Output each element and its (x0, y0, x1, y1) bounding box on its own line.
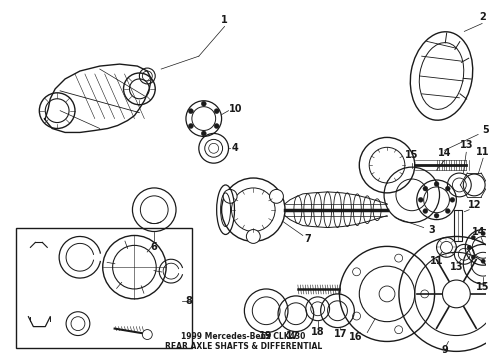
Text: 1: 1 (221, 14, 228, 24)
Circle shape (445, 208, 450, 213)
Text: 4: 4 (232, 143, 239, 153)
Circle shape (395, 254, 403, 262)
Circle shape (189, 109, 194, 114)
Text: 17: 17 (286, 330, 300, 341)
Circle shape (395, 326, 403, 334)
Circle shape (214, 123, 219, 129)
Text: 16: 16 (348, 332, 362, 342)
Text: 7: 7 (304, 234, 311, 244)
Bar (454, 210, 463, 242)
Text: 1999 Mercedes-Benz CLK430
REAR AXLE SHAFTS & DIFFERENTIAL: 1999 Mercedes-Benz CLK430 REAR AXLE SHAF… (165, 332, 322, 351)
Text: 13: 13 (450, 262, 463, 272)
Text: 17: 17 (334, 329, 347, 338)
Circle shape (471, 235, 475, 240)
Circle shape (189, 123, 194, 129)
Text: 3: 3 (428, 225, 435, 234)
Text: 15: 15 (476, 282, 490, 292)
Text: 18: 18 (311, 327, 324, 337)
Circle shape (481, 231, 485, 236)
Circle shape (445, 186, 450, 191)
Circle shape (418, 197, 423, 202)
Circle shape (450, 197, 455, 202)
Circle shape (423, 208, 428, 213)
Circle shape (434, 213, 439, 218)
Text: 6: 6 (151, 242, 158, 252)
Circle shape (143, 330, 152, 339)
Circle shape (214, 109, 219, 114)
Circle shape (353, 312, 361, 320)
Bar (16, 228, 192, 348)
Text: 9: 9 (441, 345, 448, 355)
Circle shape (201, 131, 206, 136)
Text: 12: 12 (467, 200, 481, 210)
Circle shape (421, 290, 429, 298)
Circle shape (353, 268, 361, 276)
Text: 14: 14 (472, 226, 486, 237)
Text: 10: 10 (229, 104, 242, 114)
Circle shape (246, 230, 260, 243)
Circle shape (201, 101, 206, 106)
Text: 15: 15 (405, 150, 418, 160)
Circle shape (481, 259, 485, 264)
Text: 11: 11 (430, 256, 443, 266)
Circle shape (423, 186, 428, 191)
Circle shape (434, 181, 439, 186)
Circle shape (471, 255, 475, 259)
Text: 11: 11 (476, 147, 490, 157)
Circle shape (467, 245, 471, 249)
Text: 14: 14 (438, 148, 451, 158)
Text: 5: 5 (483, 126, 490, 135)
Circle shape (223, 189, 237, 203)
Circle shape (270, 189, 283, 203)
Text: 2: 2 (479, 12, 486, 22)
Text: 8: 8 (186, 296, 193, 306)
Text: 19: 19 (259, 330, 273, 341)
Text: 13: 13 (460, 140, 473, 150)
